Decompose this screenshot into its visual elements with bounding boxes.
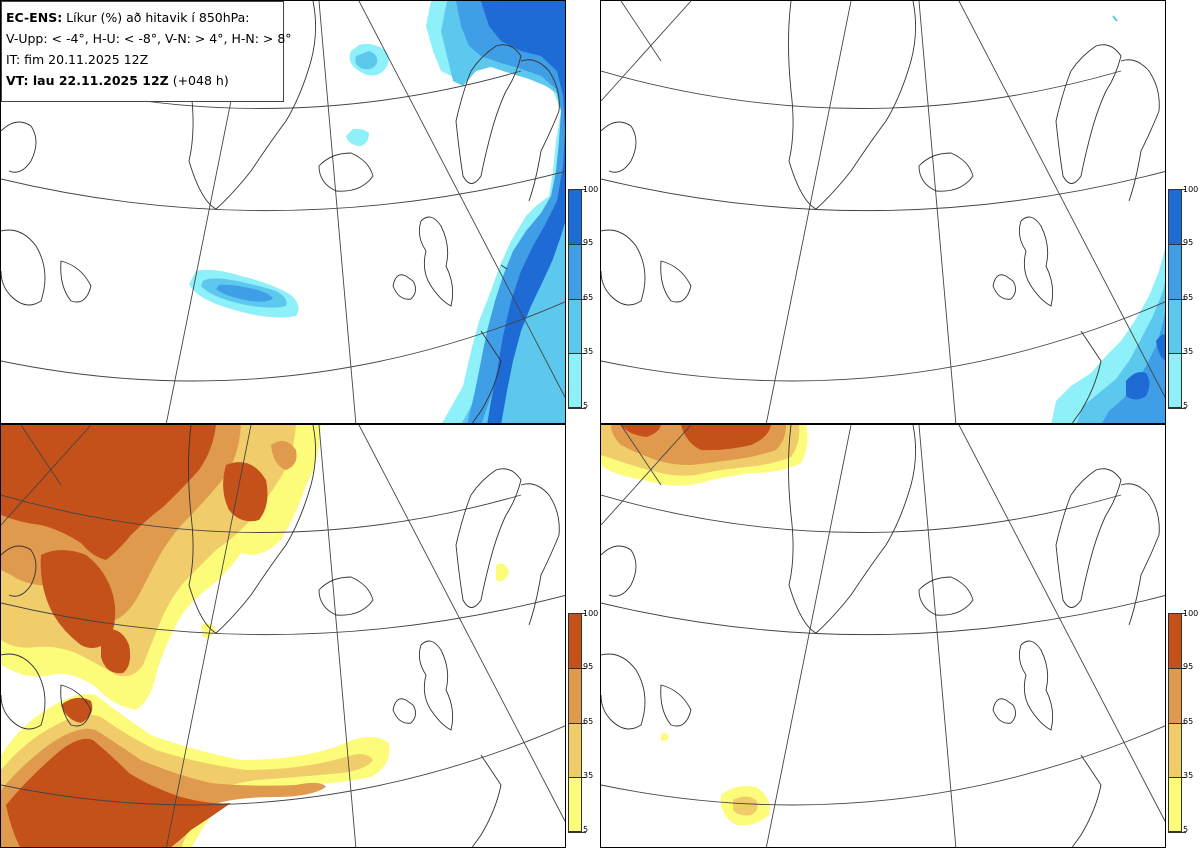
colorbar-tick-mark — [1168, 722, 1186, 724]
colorbar-tick-label: 35 — [583, 771, 594, 781]
colorbar-tick-mark — [1168, 243, 1186, 245]
colorbar-tick-label: 95 — [1183, 661, 1194, 671]
map-panel-v-n — [0, 424, 566, 848]
colorbar-tick-mark — [568, 777, 586, 779]
colorbar-tick-label: 100 — [1183, 609, 1199, 618]
colorbar-tick-mark — [568, 189, 586, 190]
graticule — [1, 425, 565, 847]
initial-time: IT: fim 20.11.2025 12Z — [6, 52, 149, 67]
colorbar-tick-label: 100 — [583, 185, 599, 194]
graticule — [601, 425, 1165, 847]
colorbar-tick-label: 65 — [1183, 716, 1194, 726]
probability-field — [1051, 15, 1165, 423]
probability-map — [601, 425, 1165, 847]
probability-map — [1, 425, 565, 847]
lead-time: (+048 h) — [168, 73, 229, 88]
map-panel-v-upp: EC-ENS: Líkur (%) að hitavik í 850hPa: V… — [0, 0, 566, 424]
map-panel-h-n — [600, 424, 1166, 848]
colorbar-tick-mark — [1168, 613, 1186, 614]
valid-time-line: VT: lau 22.11.2025 12Z (+048 h) — [6, 70, 283, 91]
coastlines — [601, 1, 1160, 423]
title-line: EC-ENS: Líkur (%) að hitavik í 850hPa: — [6, 7, 283, 28]
forecast-info-box: EC-ENS: Líkur (%) að hitavik í 850hPa: V… — [1, 1, 292, 102]
colorbar-tick-label: 5 — [1183, 825, 1189, 834]
coastlines — [1, 1, 560, 423]
colorbar-tick-mark — [1168, 832, 1186, 833]
map-panel-h-u — [600, 0, 1166, 424]
colorbar-tick-label: 35 — [583, 347, 594, 357]
graticule — [601, 1, 1165, 423]
colorbar-tick-mark — [1168, 189, 1186, 190]
coastlines — [1, 425, 560, 847]
colorbar-tick-label: 5 — [583, 825, 589, 834]
product-name: EC-ENS: — [6, 10, 63, 25]
colorbar-tick-label: 95 — [1183, 237, 1194, 247]
colorbar-cold-top: 100 95 65 35 5 — [568, 185, 600, 410]
coastlines — [601, 425, 1160, 847]
colorbar-tick-label: 100 — [583, 609, 599, 618]
colorbar-tick-mark — [568, 408, 586, 409]
valid-time: VT: lau 22.11.2025 12Z — [6, 73, 169, 88]
title-text: Líkur (%) að hitavik í 850hPa: — [62, 10, 250, 25]
probability-field — [1, 425, 509, 847]
colorbar-tick-label: 5 — [583, 401, 589, 410]
colorbar-cold-right: 100 95 65 35 5 — [1168, 185, 1200, 410]
colorbar-tick-label: 95 — [583, 237, 594, 247]
colorbar-tick-label: 35 — [1183, 771, 1194, 781]
colorbar-tick-label: 95 — [583, 661, 594, 671]
colorbar-tick-label: 65 — [1183, 292, 1194, 302]
colorbar-warm-right: 100 95 65 35 5 — [1168, 609, 1200, 834]
colorbar-warm-left: 100 95 65 35 5 — [568, 609, 600, 834]
colorbar-tick-mark — [568, 613, 586, 614]
colorbar-tick-mark — [568, 722, 586, 724]
colorbar-tick-mark — [1168, 353, 1186, 355]
colorbar-tick-mark — [568, 243, 586, 245]
colorbar-tick-mark — [568, 832, 586, 833]
colorbar-tick-mark — [1168, 298, 1186, 300]
thresholds-line: V-Upp: < -4°, H-U: < -8°, V-N: > 4°, H-N… — [6, 31, 292, 46]
colorbar-tick-label: 35 — [1183, 347, 1194, 357]
colorbar-tick-mark — [1168, 777, 1186, 779]
probability-map — [601, 1, 1165, 423]
colorbar-tick-mark — [568, 298, 586, 300]
colorbar-tick-mark — [1168, 667, 1186, 669]
colorbar-tick-mark — [1168, 408, 1186, 409]
colorbar-tick-label: 100 — [1183, 185, 1199, 194]
colorbar-tick-mark — [568, 667, 586, 669]
colorbar-tick-label: 65 — [583, 716, 594, 726]
colorbar-tick-label: 5 — [1183, 401, 1189, 410]
colorbar-tick-label: 65 — [583, 292, 594, 302]
colorbar-tick-mark — [568, 353, 586, 355]
probability-field — [601, 425, 808, 826]
probability-field — [189, 1, 565, 423]
